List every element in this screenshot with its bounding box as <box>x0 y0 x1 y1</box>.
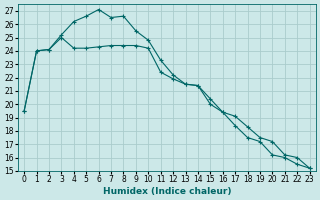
X-axis label: Humidex (Indice chaleur): Humidex (Indice chaleur) <box>103 187 231 196</box>
